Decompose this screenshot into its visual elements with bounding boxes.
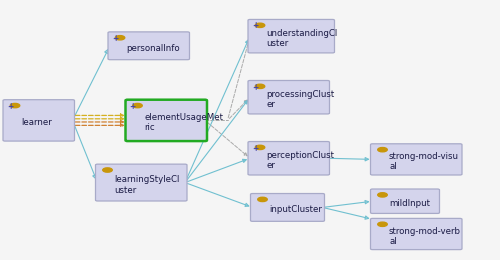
Circle shape <box>10 103 20 108</box>
Text: learningStyleCl
uster: learningStyleCl uster <box>114 175 180 194</box>
Text: +: + <box>130 102 136 111</box>
Text: +: + <box>252 82 258 92</box>
Circle shape <box>256 145 265 149</box>
FancyBboxPatch shape <box>370 218 462 250</box>
Text: inputCluster: inputCluster <box>269 205 322 214</box>
Circle shape <box>378 147 387 152</box>
FancyBboxPatch shape <box>370 144 462 175</box>
FancyBboxPatch shape <box>3 100 74 141</box>
Text: understandingCl
uster: understandingCl uster <box>266 29 338 48</box>
Circle shape <box>378 193 387 197</box>
FancyBboxPatch shape <box>96 164 187 201</box>
Circle shape <box>258 197 267 202</box>
Circle shape <box>256 23 265 28</box>
Text: elementUsageMet
ric: elementUsageMet ric <box>144 113 223 132</box>
Text: +: + <box>252 144 258 153</box>
FancyBboxPatch shape <box>248 20 334 53</box>
Circle shape <box>133 103 142 108</box>
Text: +: + <box>112 34 118 43</box>
Circle shape <box>378 222 387 226</box>
FancyBboxPatch shape <box>108 32 190 60</box>
Circle shape <box>115 36 125 40</box>
Text: processingClust
er: processingClust er <box>266 90 335 109</box>
FancyBboxPatch shape <box>250 193 324 221</box>
FancyBboxPatch shape <box>370 189 440 213</box>
Text: learner: learner <box>22 118 52 127</box>
Text: +: + <box>7 102 13 111</box>
Text: perceptionClust
er: perceptionClust er <box>266 151 334 170</box>
FancyBboxPatch shape <box>126 100 207 141</box>
FancyBboxPatch shape <box>248 141 330 175</box>
FancyBboxPatch shape <box>248 81 330 114</box>
Text: personalInfo: personalInfo <box>126 43 180 53</box>
Text: strong-mod-visu
al: strong-mod-visu al <box>389 152 459 171</box>
Circle shape <box>103 168 112 172</box>
Circle shape <box>256 84 265 88</box>
Text: mildInput: mildInput <box>389 199 430 208</box>
Text: strong-mod-verb
al: strong-mod-verb al <box>389 226 461 246</box>
Text: +: + <box>252 22 258 30</box>
